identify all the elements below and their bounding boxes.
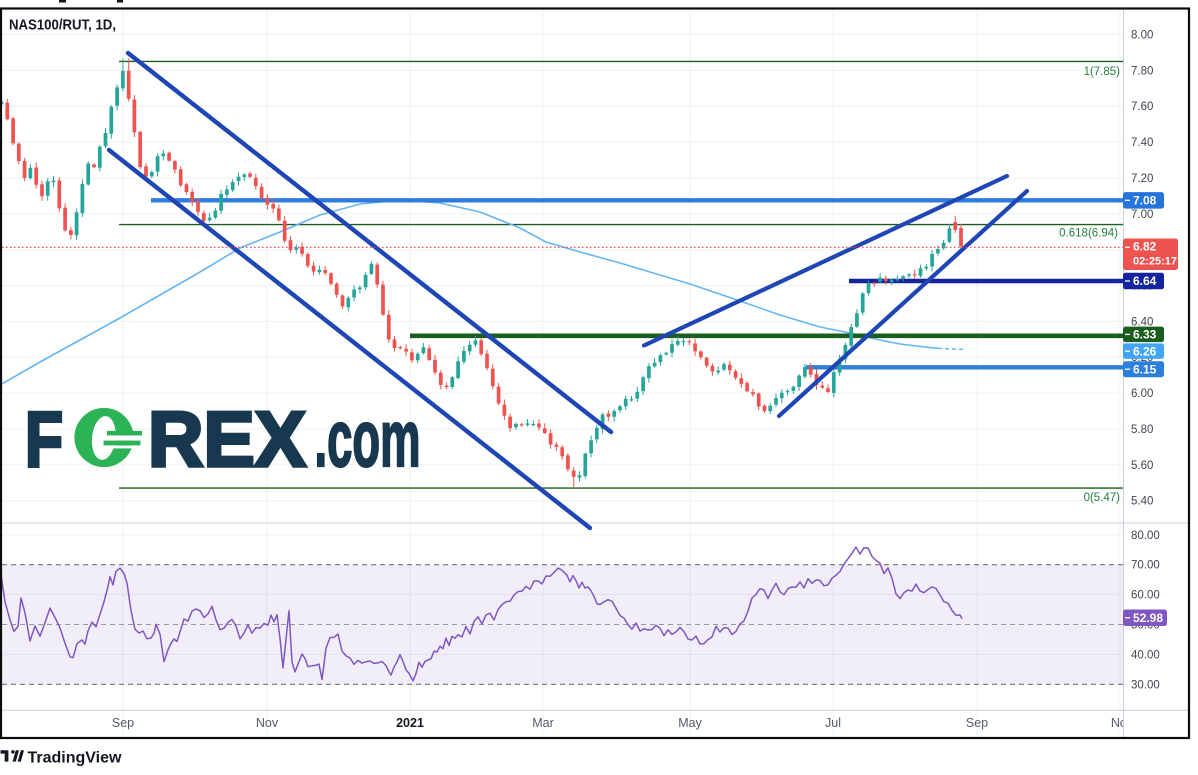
svg-text:7.20: 7.20	[1131, 173, 1153, 185]
svg-text:NAS100/RUT, 1D,: NAS100/RUT, 1D,	[9, 17, 116, 34]
svg-text:Sep: Sep	[112, 716, 134, 730]
svg-text:7.08: 7.08	[1133, 194, 1157, 208]
svg-text:0.618(6.94): 0.618(6.94)	[1059, 228, 1118, 240]
svg-text:7.60: 7.60	[1131, 101, 1153, 113]
svg-text:7.00: 7.00	[1131, 209, 1153, 221]
svg-text:7.80: 7.80	[1131, 65, 1153, 77]
svg-text:2021: 2021	[396, 716, 424, 730]
svg-text:Sep: Sep	[966, 716, 988, 730]
svg-text:30.00: 30.00	[1131, 679, 1160, 691]
svg-text:70.00: 70.00	[1131, 560, 1160, 572]
svg-text:.com: .com	[315, 394, 421, 483]
svg-text:1(7.85): 1(7.85)	[1084, 66, 1121, 78]
svg-text:5.80: 5.80	[1131, 424, 1153, 436]
svg-text:6.82: 6.82	[1133, 240, 1157, 254]
svg-text:Nov: Nov	[1111, 716, 1134, 730]
svg-text:6.64: 6.64	[1133, 274, 1157, 288]
svg-text:6.26: 6.26	[1133, 344, 1157, 358]
svg-text:80.00: 80.00	[1131, 530, 1160, 542]
svg-text:Mar: Mar	[532, 716, 554, 730]
svg-text:F: F	[25, 395, 63, 483]
svg-text:0(5.47): 0(5.47)	[1084, 492, 1121, 504]
svg-text:52.98: 52.98	[1133, 611, 1163, 625]
svg-text:60.00: 60.00	[1131, 590, 1160, 602]
svg-text:5.60: 5.60	[1131, 460, 1153, 472]
svg-text:5.40: 5.40	[1131, 496, 1153, 508]
svg-text:6.40: 6.40	[1131, 316, 1153, 328]
svg-text:8.00: 8.00	[1131, 30, 1153, 42]
svg-text:May: May	[678, 716, 702, 730]
svg-text:Jul: Jul	[825, 716, 841, 730]
svg-text:6.00: 6.00	[1131, 388, 1153, 400]
svg-text:Nov: Nov	[256, 716, 279, 730]
svg-text:REX: REX	[148, 395, 306, 483]
svg-text:6.15: 6.15	[1133, 362, 1157, 376]
svg-text:02:25:17: 02:25:17	[1133, 256, 1177, 268]
svg-text:7.40: 7.40	[1131, 137, 1153, 149]
svg-text:6.33: 6.33	[1133, 328, 1157, 342]
svg-text:40.00: 40.00	[1131, 649, 1160, 661]
svg-text:TradingView: TradingView	[28, 749, 123, 766]
